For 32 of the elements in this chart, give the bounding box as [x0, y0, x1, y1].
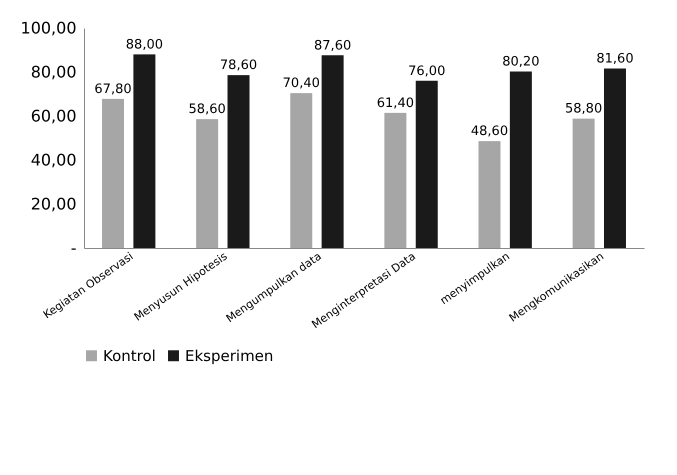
- data-label: 48,60: [470, 124, 508, 140]
- data-label: 81,60: [596, 51, 634, 66]
- bar: [290, 93, 312, 248]
- y-tick-label: 40,00: [30, 150, 76, 170]
- data-label: 58,60: [188, 102, 226, 118]
- data-label: 67,80: [94, 82, 132, 97]
- data-label: 87,60: [314, 38, 352, 54]
- bar: [196, 119, 218, 248]
- data-label: 61,40: [376, 96, 414, 111]
- data-label: 76,00: [408, 64, 446, 79]
- data-label: 88,00: [126, 37, 163, 52]
- y-tick-label: 80,00: [30, 62, 76, 82]
- bar: [510, 72, 532, 248]
- data-label: 78,60: [220, 58, 258, 74]
- bar: [384, 112, 406, 248]
- y-tick-label: -: [70, 238, 76, 258]
- legend-label: Kontrol: [103, 346, 156, 365]
- bar: [102, 98, 124, 248]
- bar: [228, 75, 250, 248]
- bar: [416, 80, 438, 248]
- data-label: 70,40: [282, 76, 320, 92]
- bar: [604, 68, 626, 248]
- y-tick-label: 60,00: [30, 106, 76, 126]
- bar: [572, 118, 595, 248]
- data-label: 80,20: [502, 54, 540, 70]
- data-label: 58,80: [565, 102, 602, 117]
- bar: [322, 55, 344, 248]
- legend-label: Eksperimen: [185, 346, 274, 365]
- y-tick-label: 100,00: [20, 18, 76, 38]
- bar: [133, 54, 156, 248]
- y-tick-label: 20,00: [30, 194, 76, 214]
- bar: [478, 141, 500, 248]
